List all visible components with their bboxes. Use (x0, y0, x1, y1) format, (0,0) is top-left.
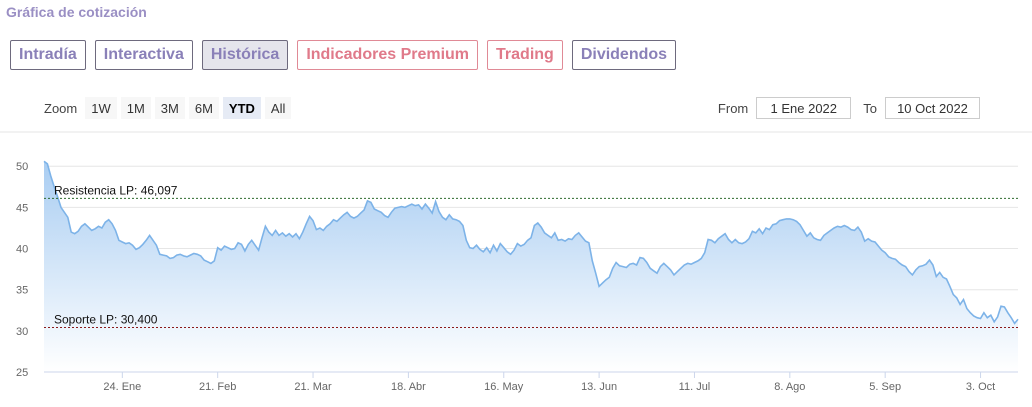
zoom-1m-button[interactable]: 1M (120, 97, 151, 119)
support-line-label: Soporte LP: 30,400 (54, 313, 158, 327)
zoom-label: Zoom (44, 100, 78, 116)
x-tick-label: 18. Abr (391, 381, 426, 393)
x-tick-label: 16. May (484, 381, 524, 393)
y-tick-label: 30 (16, 326, 28, 338)
tab-intradia[interactable]: Intradía (10, 40, 86, 70)
tab-interactiva[interactable]: Interactiva (94, 40, 193, 70)
price-line (43, 160, 1019, 325)
from-label: From (717, 100, 749, 116)
x-tick-label: 24. Ene (103, 381, 141, 393)
zoom-bar: Zoom 1W 1M 3M 6M YTD All (44, 97, 292, 119)
x-tick-label: 3. Oct (966, 381, 995, 393)
x-tick-label: 11. Jul (679, 381, 711, 393)
section-title: Gráfica de cotización (6, 4, 147, 20)
zoom-3m-button[interactable]: 3M (154, 97, 185, 119)
zoom-6m-button[interactable]: 6M (188, 97, 219, 119)
zoom-all-button[interactable]: All (264, 97, 292, 119)
price-area (44, 161, 1018, 372)
price-chart[interactable]: 25 30 35 40 45 50 24. Ene 21. Feb 21. Mar 18. Abr… (0, 128, 1032, 407)
from-date-input[interactable]: 1 Ene 2022 (756, 97, 852, 119)
y-tick-label: 25 (16, 367, 28, 379)
y-tick-label: 45 (16, 202, 28, 214)
resistance-line-label: Resistencia LP: 46,097 (54, 183, 178, 197)
tab-historica[interactable]: Histórica (201, 40, 289, 70)
y-tick-label: 35 (16, 285, 28, 297)
x-tick-label: 5. Sep (869, 381, 901, 393)
tab-dividendos[interactable]: Dividendos (571, 40, 677, 70)
zoom-ytd-button[interactable]: YTD (222, 97, 261, 119)
chart-tabs: Intradía Interactiva Histórica Indicador… (10, 40, 677, 70)
tab-indicadores-premium[interactable]: Indicadores Premium (297, 40, 479, 70)
zoom-1w-button[interactable]: 1W (85, 97, 117, 119)
date-range: From 1 Ene 2022 To 10 Oct 2022 (718, 97, 980, 119)
to-date-input[interactable]: 10 Oct 2022 (885, 97, 980, 119)
to-label: To (863, 100, 877, 116)
x-tick-label: 21. Mar (294, 381, 332, 393)
x-tick-label: 13. Jun (581, 381, 617, 393)
y-tick-label: 50 (16, 161, 28, 173)
x-tick-label: 8. Ago (774, 381, 805, 393)
y-tick-label: 40 (16, 244, 28, 256)
x-tick-label: 21. Feb (199, 381, 236, 393)
tab-trading[interactable]: Trading (487, 40, 563, 70)
